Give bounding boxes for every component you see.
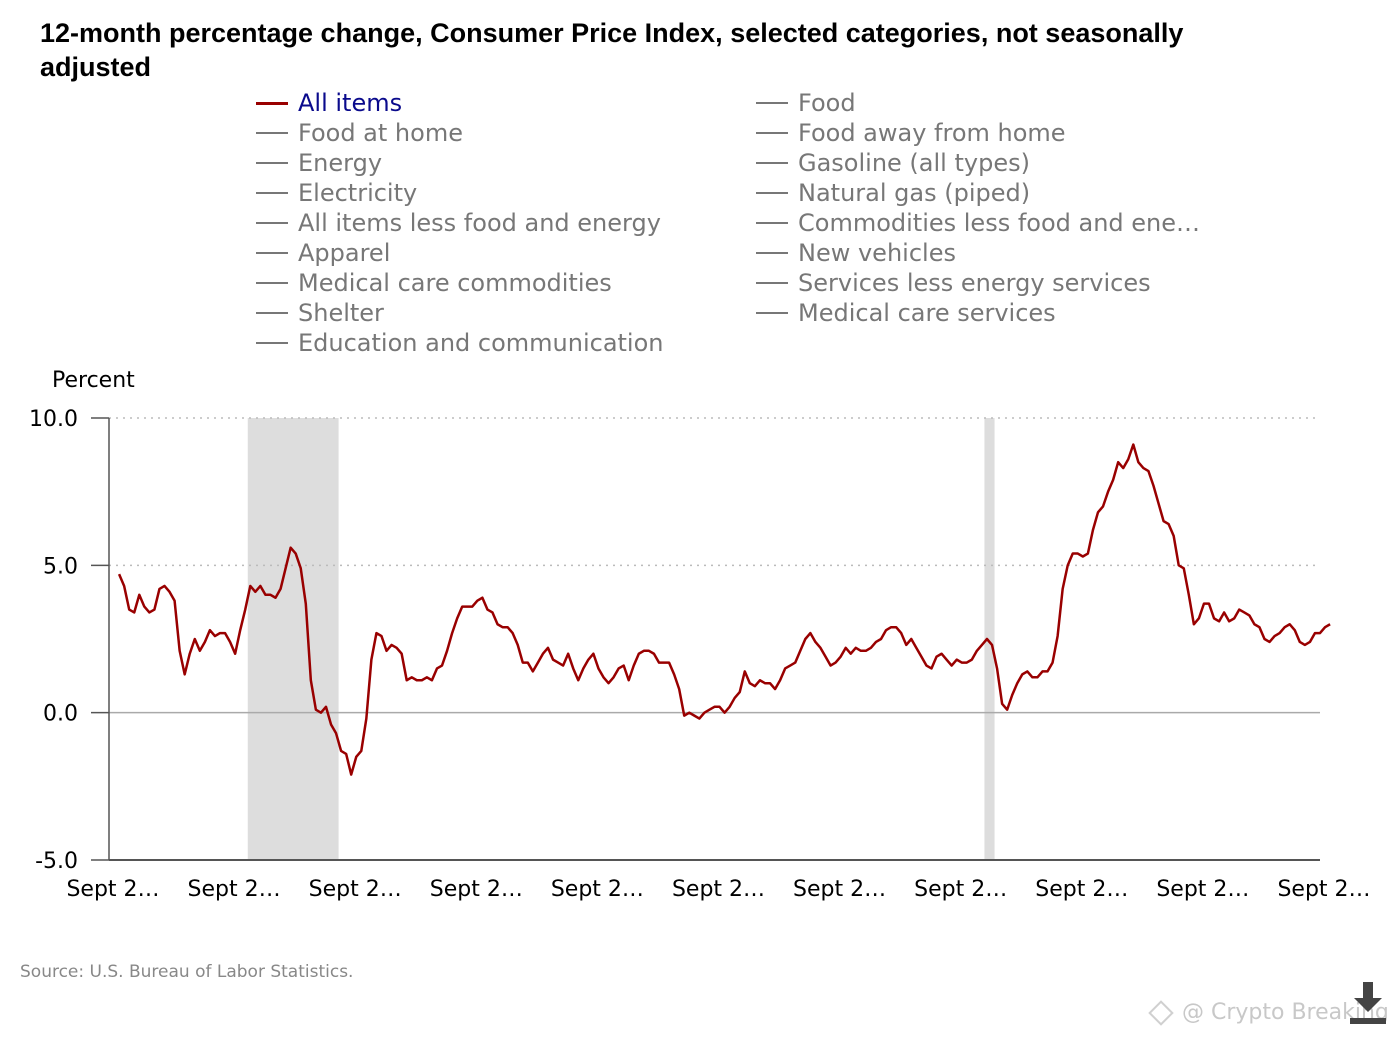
legend-swatch	[256, 162, 288, 164]
gridlines	[91, 417, 1320, 861]
legend-swatch	[756, 102, 788, 104]
legend-item[interactable]: All items	[256, 88, 756, 118]
legend-label: Apparel	[298, 239, 391, 267]
recession-shading	[247, 418, 995, 860]
legend-label: All items less food and energy	[298, 209, 661, 237]
y-axis-label: Percent	[52, 368, 135, 393]
legend-swatch	[756, 162, 788, 164]
legend-item[interactable]: Food	[756, 88, 1256, 118]
legend-swatch	[756, 192, 788, 194]
legend-swatch	[756, 132, 788, 134]
x-tick-label: Sept 2…	[66, 877, 159, 902]
y-tick-label: 5.0	[43, 554, 78, 579]
x-tick-label: Sept 2…	[672, 877, 765, 902]
legend-item[interactable]: Medical care commodities	[256, 268, 756, 298]
series-layer	[117, 443, 1331, 776]
legend-swatch	[256, 252, 288, 254]
y-tick-label: 0.0	[43, 702, 78, 727]
legend-label: All items	[298, 89, 403, 117]
series-line-all-items	[117, 443, 1331, 776]
legend-item[interactable]: Education and communication	[256, 328, 756, 358]
recession-band	[247, 418, 339, 860]
recession-band	[984, 418, 995, 860]
diamond-logo-icon	[1148, 999, 1174, 1026]
legend-item[interactable]: Energy	[256, 148, 756, 178]
x-tick-label: Sept 2…	[309, 877, 402, 902]
legend-label: Gasoline (all types)	[798, 149, 1030, 177]
x-tick-label: Sept 2…	[793, 877, 886, 902]
legend-label: Electricity	[298, 179, 418, 207]
y-tick-label: 10.0	[29, 407, 78, 432]
x-tick-label: Sept 2…	[551, 877, 644, 902]
legend-swatch	[256, 192, 288, 194]
legend-label: Natural gas (piped)	[798, 179, 1031, 207]
x-tick-label: Sept 2…	[1277, 877, 1370, 902]
legend-label: Energy	[298, 149, 383, 177]
axes	[108, 418, 1320, 861]
legend-swatch	[256, 222, 288, 224]
x-tick-label: Sept 2…	[430, 877, 523, 902]
y-tick-label: -5.0	[35, 849, 78, 874]
legend-item[interactable]: Commodities less food and ener…	[756, 208, 1256, 238]
legend-item[interactable]: Apparel	[256, 238, 756, 268]
legend-item[interactable]: New vehicles	[756, 238, 1256, 268]
legend-item[interactable]: Food away from home	[756, 118, 1256, 148]
legend-item[interactable]: Electricity	[256, 178, 756, 208]
source-note: Source: U.S. Bureau of Labor Statistics.	[20, 962, 354, 982]
legend-label: Food	[798, 89, 856, 117]
legend-swatch	[256, 101, 288, 105]
chart-title: 12-month percentage change, Consumer Pri…	[40, 18, 1184, 82]
legend-swatch	[756, 312, 788, 314]
legend-item[interactable]: Medical care services	[756, 298, 1256, 328]
legend-swatch	[756, 252, 788, 254]
legend-swatch	[256, 282, 288, 284]
legend-label: Commodities less food and ener…	[798, 209, 1208, 237]
x-tick-label: Sept 2…	[914, 877, 1007, 902]
legend-label: New vehicles	[798, 239, 956, 267]
legend-item[interactable]: All items less food and energy	[256, 208, 756, 238]
legend-swatch	[756, 222, 788, 224]
legend-label: Medical care services	[798, 299, 1056, 327]
legend-label: Food away from home	[798, 119, 1066, 147]
download-arrow-icon[interactable]	[1348, 982, 1388, 1026]
legend-label: Medical care commodities	[298, 269, 612, 297]
legend-label: Services less energy services	[798, 269, 1151, 297]
legend-item[interactable]: Food at home	[256, 118, 756, 148]
legend-item[interactable]: Services less energy services	[756, 268, 1256, 298]
x-tick-label: Sept 2…	[1156, 877, 1249, 902]
legend-label: Food at home	[298, 119, 463, 147]
legend-label: Shelter	[298, 299, 384, 327]
legend-item[interactable]: Natural gas (piped)	[756, 178, 1256, 208]
legend-item[interactable]: Shelter	[256, 298, 756, 328]
tick-labels: -5.0 0.0 5.0 10.0 Sept 2… Sept 2… Sept 2… Sept …	[29, 407, 1371, 902]
line-chart: Percent -5.0 0.0 5.0 10.0 Sept 2… Sept 2… Sept…	[29, 368, 1371, 902]
legend-swatch	[256, 132, 288, 134]
x-tick-label: Sept 2…	[1035, 877, 1128, 902]
legend: All items Food Food at home Food away from …	[256, 88, 1256, 358]
legend-label: Education and communication	[298, 329, 664, 357]
legend-swatch	[256, 342, 288, 344]
x-tick-label: Sept 2…	[188, 877, 281, 902]
legend-item[interactable]: Gasoline (all types)	[756, 148, 1256, 178]
legend-swatch	[256, 312, 288, 314]
legend-swatch	[756, 282, 788, 284]
